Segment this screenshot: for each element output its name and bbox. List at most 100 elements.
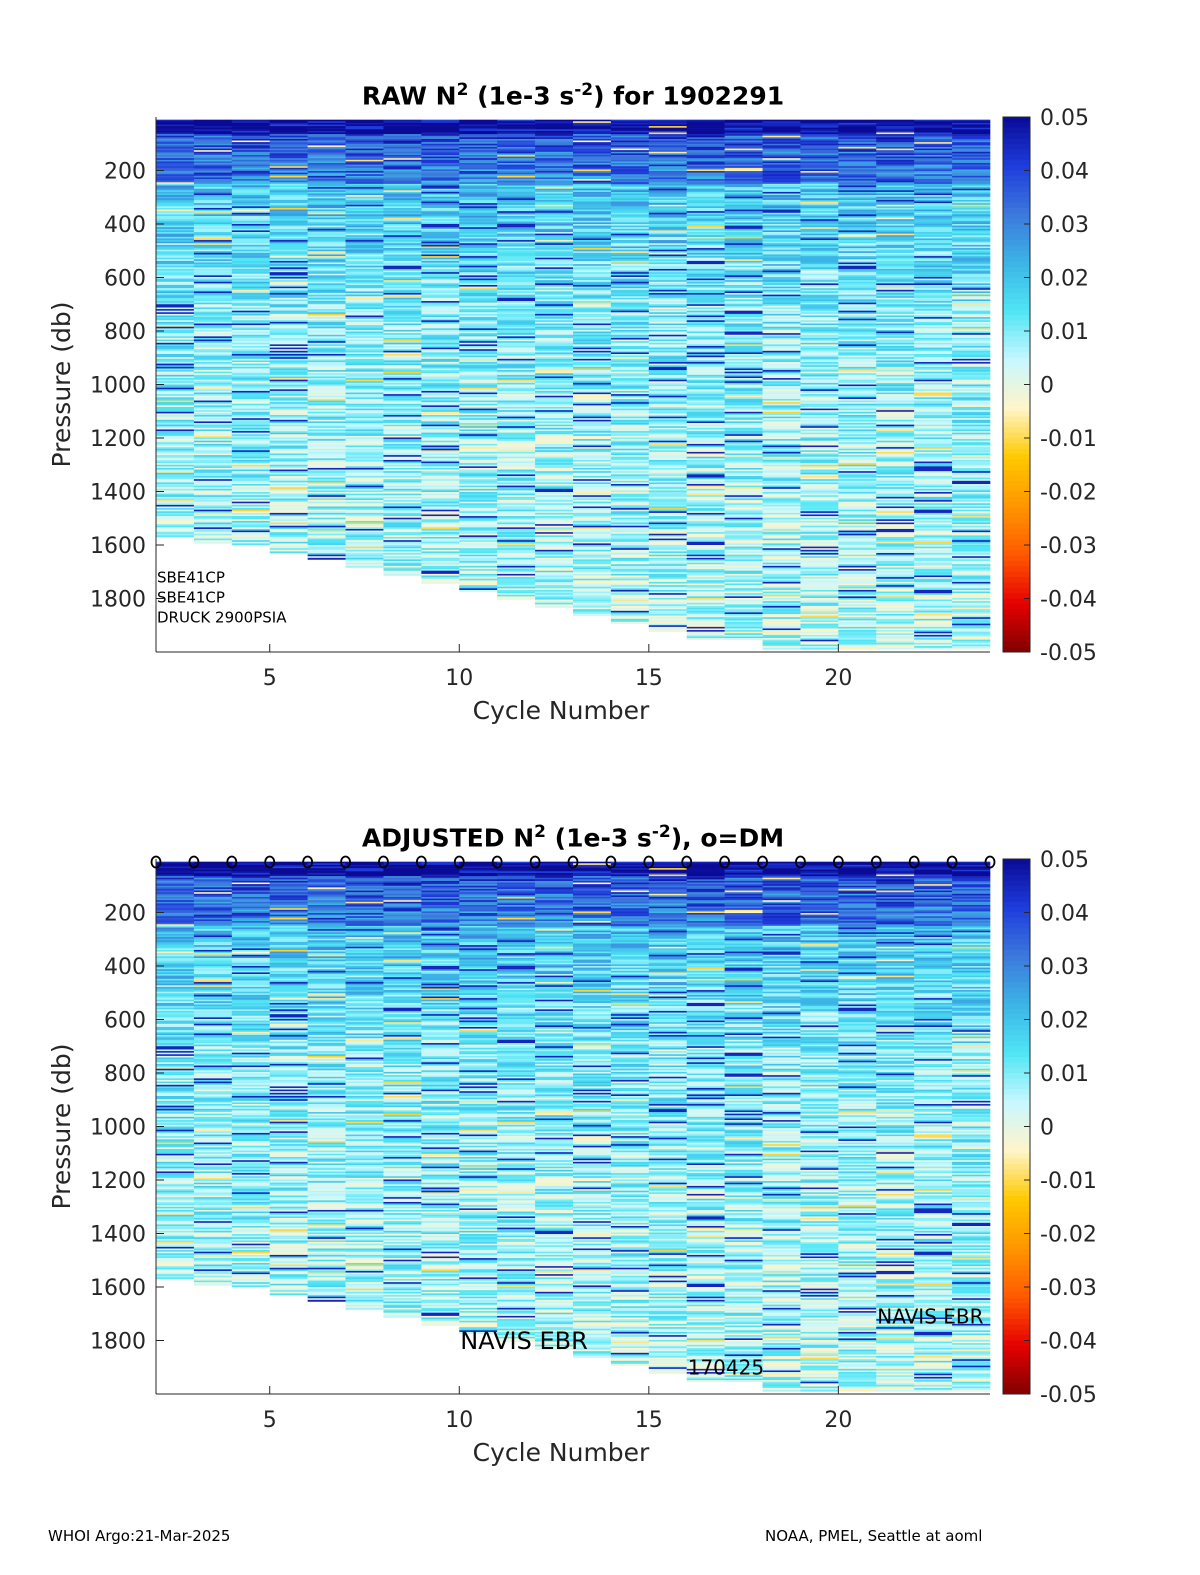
heatmap-cell (762, 135, 801, 138)
heatmap-cell (383, 527, 422, 530)
heatmap-cell (459, 577, 498, 580)
heatmap-cell (459, 329, 498, 332)
heatmap-cell (762, 410, 801, 413)
heatmap-cell (269, 517, 308, 520)
heatmap-cell (573, 390, 612, 393)
heatmap-cell (156, 533, 195, 536)
heatmap-cell (573, 264, 612, 267)
heatmap-cell (610, 129, 650, 132)
heatmap-cell (573, 358, 612, 361)
heatmap-cell (762, 390, 801, 393)
heatmap-cell (156, 458, 195, 461)
heatmap-cell (762, 572, 801, 575)
heatmap-cell (762, 536, 801, 539)
heatmap-cell (535, 265, 574, 268)
heatmap-cell (345, 119, 384, 122)
heatmap-cell (345, 559, 384, 562)
heatmap-cell (686, 459, 725, 462)
heatmap-cell (269, 301, 308, 303)
heatmap-cell (762, 408, 801, 411)
heatmap-cell (648, 350, 688, 353)
heatmap-cell (724, 187, 763, 189)
heatmap-cell (231, 442, 271, 445)
heatmap-cell (497, 142, 536, 145)
heatmap-cell (231, 410, 271, 413)
heatmap-cell (231, 435, 271, 438)
heatmap-cell (724, 583, 763, 586)
heatmap-cell (762, 461, 801, 464)
heatmap-cell (573, 586, 612, 589)
heatmap-cell (648, 345, 688, 348)
heatmap-cell (686, 394, 725, 397)
heatmap-cell (686, 467, 725, 470)
heatmap-cell (724, 214, 763, 217)
heatmap-cell (610, 376, 650, 379)
heatmap-cell (686, 575, 725, 578)
heatmap-cell (421, 528, 460, 531)
heatmap-cell (648, 387, 688, 390)
heatmap-cell (156, 320, 195, 323)
heatmap-cell (724, 339, 763, 342)
heatmap-cell (686, 596, 725, 599)
heatmap-cell (307, 297, 346, 300)
heatmap-cell (610, 352, 650, 355)
heatmap-cell (610, 431, 650, 433)
heatmap-cell (459, 469, 498, 472)
heatmap-cell (686, 373, 725, 376)
heatmap-cell (421, 461, 460, 464)
heatmap-cell (497, 305, 536, 308)
heatmap-cell (535, 268, 574, 271)
heatmap-cell (610, 235, 650, 238)
heatmap-cell (421, 293, 460, 295)
heatmap-cell (421, 516, 460, 519)
heatmap-cell (610, 530, 650, 533)
heatmap-cell (156, 138, 195, 141)
heatmap-cell (535, 297, 574, 300)
heatmap-cell (610, 406, 650, 409)
heatmap-cell (762, 545, 801, 547)
heatmap-cell (307, 535, 346, 538)
heatmap-cell (535, 387, 574, 390)
heatmap-cell (497, 530, 536, 533)
heatmap-cell (535, 185, 574, 188)
heatmap-cell (383, 362, 422, 364)
heatmap-cell (459, 328, 498, 331)
heatmap-cell (724, 410, 763, 413)
heatmap-cell (535, 597, 574, 600)
heatmap-cell (269, 215, 308, 218)
heatmap-cell (535, 466, 574, 469)
heatmap-cell (193, 349, 233, 352)
heatmap-cell (459, 264, 498, 267)
heatmap-cell (156, 215, 195, 218)
heatmap-cell (535, 512, 574, 515)
heatmap-cell (648, 453, 688, 456)
heatmap-cell (231, 426, 271, 429)
heatmap-cell (573, 328, 612, 331)
heatmap-cell (383, 313, 422, 316)
heatmap-cell (269, 461, 308, 464)
heatmap-cell (610, 429, 650, 432)
heatmap-cell (345, 249, 384, 252)
heatmap-cell (193, 423, 233, 425)
heatmap-cell (459, 578, 498, 581)
heatmap-cell (610, 265, 650, 268)
heatmap-cell (421, 121, 460, 124)
heatmap-cell (497, 294, 536, 297)
heatmap-cell (459, 561, 498, 563)
heatmap-cell (421, 284, 460, 287)
heatmap-cell (421, 209, 460, 212)
heatmap-cell (345, 495, 384, 498)
heatmap-cell (459, 530, 498, 533)
heatmap-cell (573, 341, 612, 344)
heatmap-cell (307, 511, 346, 514)
heatmap-cell (231, 119, 271, 122)
heatmap-cell (762, 567, 801, 570)
heatmap-cell (193, 127, 233, 130)
heatmap-cell (686, 304, 725, 307)
heatmap-cell (421, 371, 460, 374)
heatmap-cell (193, 310, 233, 313)
heatmap-cell (307, 248, 346, 250)
heatmap-cell (459, 294, 498, 297)
heatmap-cell (421, 379, 460, 382)
heatmap-cell (307, 238, 346, 241)
